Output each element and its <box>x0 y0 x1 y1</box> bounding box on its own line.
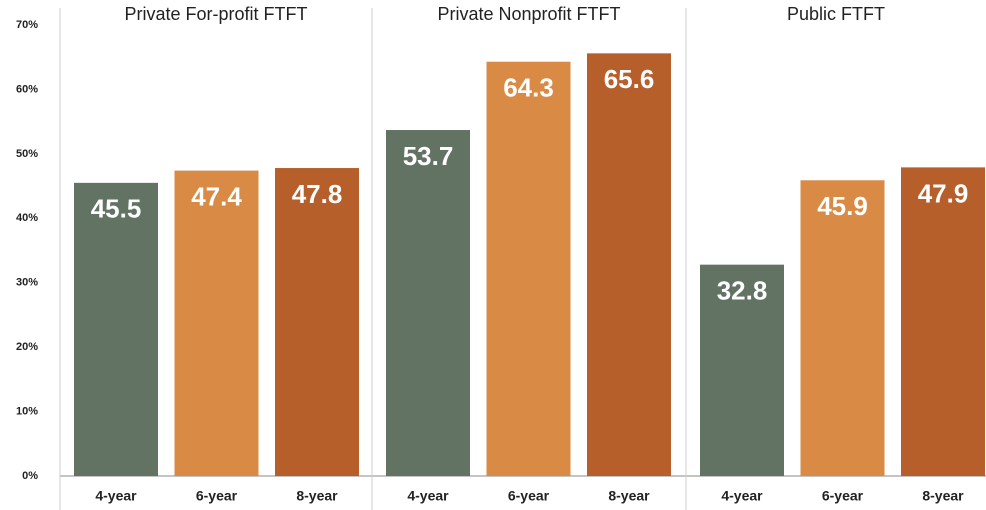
bar <box>74 182 158 476</box>
y-tick-label: 40% <box>16 212 38 224</box>
y-tick-label: 50% <box>16 148 38 160</box>
y-tick-label: 20% <box>16 341 38 353</box>
x-tick-label: 8-year <box>296 488 338 504</box>
value-label: 45.5 <box>91 194 142 224</box>
y-tick-label: 60% <box>16 83 38 95</box>
value-label: 45.9 <box>817 191 868 221</box>
y-tick-label: 70% <box>16 19 38 31</box>
bar <box>386 130 470 477</box>
panel-title: Private For-profit FTFT <box>124 4 307 24</box>
y-tick-label: 30% <box>16 277 38 289</box>
panel-title: Private Nonprofit FTFT <box>437 4 620 24</box>
bar <box>275 168 359 476</box>
value-label: 53.7 <box>403 141 454 171</box>
value-label: 47.9 <box>918 178 969 208</box>
panel-title: Public FTFT <box>787 4 885 24</box>
bar <box>587 53 671 476</box>
bar <box>486 61 571 477</box>
bar <box>901 167 985 476</box>
value-label: 65.6 <box>604 64 655 94</box>
value-label: 47.8 <box>292 179 343 209</box>
value-label: 32.8 <box>717 276 768 306</box>
bar <box>800 180 885 476</box>
bar <box>700 264 784 476</box>
x-tick-label: 4-year <box>95 488 137 504</box>
bar <box>174 170 259 476</box>
x-tick-label: 4-year <box>721 488 763 504</box>
y-tick-label: 10% <box>16 405 38 417</box>
x-tick-label: 4-year <box>407 488 449 504</box>
y-tick-label: 0% <box>22 470 38 482</box>
value-label: 64.3 <box>503 73 554 103</box>
value-label: 47.4 <box>191 181 242 211</box>
x-tick-label: 6-year <box>822 488 864 504</box>
x-tick-label: 6-year <box>508 488 550 504</box>
x-tick-label: 6-year <box>196 488 238 504</box>
x-tick-label: 8-year <box>922 488 964 504</box>
x-tick-label: 8-year <box>608 488 650 504</box>
